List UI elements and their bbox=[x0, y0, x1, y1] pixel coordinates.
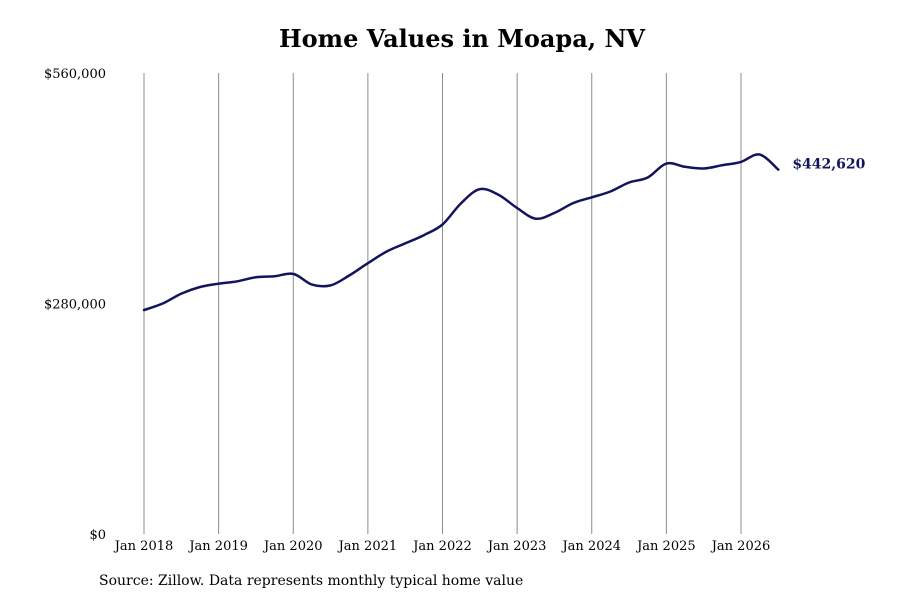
end-value-label: $442,620 bbox=[792, 157, 865, 173]
chart-title: Home Values in Moapa, NV bbox=[278, 24, 646, 53]
x-tick-label: Jan 2020 bbox=[262, 539, 323, 554]
series-line bbox=[142, 153, 780, 312]
x-tick-label: Jan 2019 bbox=[187, 539, 248, 554]
y-tick-label: $560,000 bbox=[44, 67, 106, 82]
y-tick-label: $0 bbox=[89, 528, 106, 543]
x-tick-label: Jan 2018 bbox=[113, 539, 174, 554]
gridlines bbox=[143, 73, 742, 534]
data-labels: $442,620 bbox=[792, 157, 865, 173]
y-axis-ticks: $0 $280,000 $560,000 bbox=[44, 67, 106, 543]
source-note: Source: Zillow. Data represents monthly … bbox=[99, 573, 524, 589]
x-tick-label: Jan 2023 bbox=[486, 539, 547, 554]
x-tick-label: Jan 2024 bbox=[560, 539, 621, 554]
x-tick-label: Jan 2025 bbox=[635, 539, 696, 554]
y-tick-label: $280,000 bbox=[44, 298, 106, 313]
x-axis-ticks: Jan 2018 Jan 2019 Jan 2020 Jan 2021 Jan 2022… bbox=[113, 539, 771, 554]
series-layer bbox=[142, 153, 780, 312]
x-tick-label: Jan 2021 bbox=[337, 539, 398, 554]
x-tick-label: Jan 2026 bbox=[710, 539, 771, 554]
x-tick-label: Jan 2022 bbox=[411, 539, 472, 554]
